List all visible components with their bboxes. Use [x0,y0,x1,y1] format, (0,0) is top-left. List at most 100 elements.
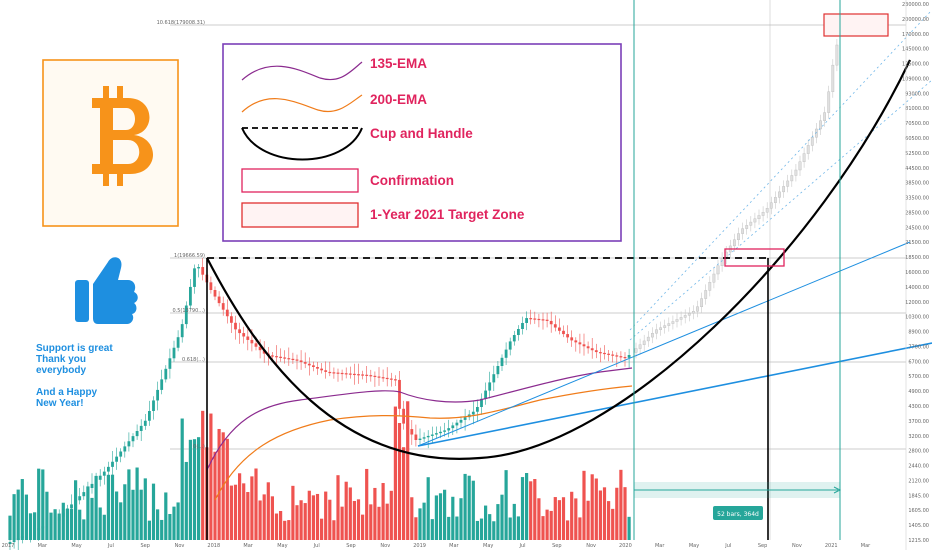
candle-body [148,411,151,421]
y-tick-label: 33500.00 [905,196,929,202]
y-tick-label: 24500.00 [905,225,929,231]
y-tick-label: 5700.00 [908,374,929,380]
candle-body [533,318,537,320]
candle-body [414,434,418,440]
volume-bar [430,519,434,540]
volume-bar [41,469,45,540]
volume-bar [340,506,344,540]
candle-body [484,390,487,399]
x-tick-label: 2017 [2,543,15,549]
y-tick-label: 7700.00 [908,344,929,350]
target-zone-box [823,13,889,37]
legend-label-cup: Cup and Handle [370,126,473,141]
candle-body [33,530,36,533]
volume-bar [373,487,377,540]
legend: 135-EMA 200-EMA Cup and Handle Confirmat… [222,43,622,242]
y-tick-label: 2120.00 [908,478,929,484]
projection-candle [696,306,699,312]
volume-bar [213,451,217,540]
y-tick-label: 109000.00 [902,76,929,82]
volume-bar [492,521,496,540]
volume-bar [570,491,574,540]
projection-candle [716,265,720,275]
volume-bar [434,495,438,540]
volume-bar [28,513,33,540]
volume-bar [283,520,287,540]
candle-body [340,372,344,375]
candle-body [143,420,147,426]
candle-body [549,320,553,325]
price-level-label: 0(...) [193,444,205,450]
volume-bar [443,489,447,540]
date-range-arrowhead [833,486,842,494]
projection-candle [757,215,761,220]
candle-body [385,377,389,380]
candle-body [492,374,496,383]
volume-bar [471,480,475,540]
projection-candle [786,180,790,187]
candle-body [336,372,340,374]
projection-candle [794,169,798,176]
projection-candle [687,313,691,316]
candle-body [238,329,241,334]
x-tick-label: Nov [792,543,802,549]
volume-bar [172,506,176,540]
volume-bar [414,517,418,540]
volume-bar [328,499,332,540]
volume-bar [168,513,172,540]
candle-body [275,356,278,358]
candle-body [213,290,217,297]
x-tick-label: Sep [140,543,149,549]
volume-bar [438,493,443,540]
y-tick-label: 60500.00 [905,136,929,142]
volume-bar [475,520,479,540]
y-tick-label: 230000.00 [902,2,929,8]
volume-bar [467,475,471,540]
volume-bar [332,520,336,540]
volume-bar [180,418,184,540]
legend-target-swatch [241,202,359,228]
x-tick-label: 2021 [825,543,838,549]
candle-body [70,504,73,509]
candle-body [430,434,434,436]
projection-candle [667,323,671,326]
candle-body [262,350,266,354]
x-tick-label: Mar [449,543,459,549]
candle-body [139,425,143,431]
volume-bar [86,486,90,540]
candle-body [439,431,442,434]
candle-body [102,471,106,476]
volume-bars [8,401,631,540]
x-tick-label: Nov [175,543,185,549]
volume-bar [176,502,180,540]
volume-bar [94,475,98,540]
volume-bar [123,484,127,540]
volume-bar [336,475,340,540]
y-tick-label: 14000.00 [905,285,929,291]
candle-body [324,370,328,372]
volume-bar [229,485,233,540]
volume-bar [16,489,20,540]
volume-bar [615,487,619,540]
y-tick-label: 93000.00 [905,91,929,97]
candle-body [603,352,606,355]
volume-bar [557,500,561,540]
volume-bar [520,477,525,540]
candle-body [504,349,508,358]
candle-body [476,407,479,412]
candle-body [98,475,102,480]
volume-bar [385,503,389,540]
candle-body [234,322,237,330]
volume-bar [143,478,147,540]
volume-bar [590,474,594,540]
candle-body [312,365,315,367]
candle-body [299,360,303,363]
candle-body [127,441,131,447]
x-tick-label: Jul [724,543,731,549]
volume-bar [102,514,106,540]
candle-body [90,483,94,488]
projection-candle [745,225,749,229]
candle-body [500,357,504,366]
bitcoin-logo-icon [42,59,179,227]
volume-bar [594,478,598,540]
